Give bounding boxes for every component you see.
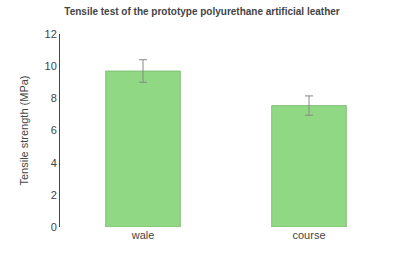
svg-text:wale: wale — [131, 229, 155, 241]
svg-text:0: 0 — [51, 221, 57, 233]
svg-text:2: 2 — [51, 189, 57, 201]
svg-text:course: course — [292, 229, 325, 241]
svg-text:8: 8 — [51, 92, 57, 104]
svg-text:6: 6 — [51, 124, 57, 136]
svg-text:Tensile test of the prototype: Tensile test of the prototype polyuretha… — [64, 6, 340, 17]
svg-text:Tensile strength (MPa): Tensile strength (MPa) — [18, 75, 30, 185]
svg-text:4: 4 — [51, 157, 57, 169]
svg-text:10: 10 — [45, 60, 57, 72]
svg-text:12: 12 — [45, 28, 57, 40]
